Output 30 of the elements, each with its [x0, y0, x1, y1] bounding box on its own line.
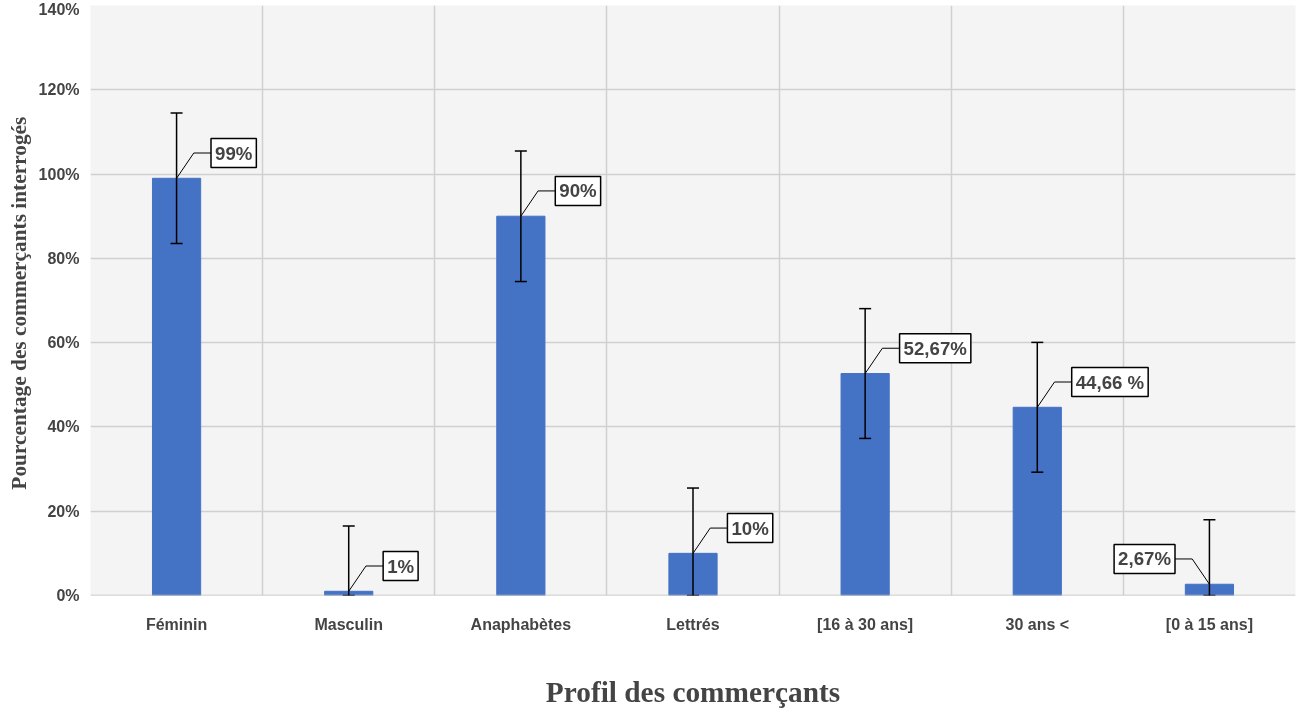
data-label: 90%	[559, 180, 598, 202]
data-label: 10%	[731, 517, 770, 539]
x-tick-label: Masculin	[314, 615, 383, 633]
y-axis-title: Pourcentage des commerçants interrogés	[6, 116, 31, 490]
bar	[151, 177, 202, 596]
data-label: 52,67%	[903, 337, 968, 359]
x-tick-label: Anaphabètes	[470, 615, 572, 633]
y-tick-label: 120%	[38, 81, 80, 99]
bar	[1184, 583, 1235, 596]
y-tick-label: 100%	[38, 165, 80, 183]
y-tick-label: 80%	[47, 249, 80, 267]
bar	[840, 373, 890, 596]
bar	[496, 215, 546, 596]
y-tick-label: 140%	[38, 0, 80, 18]
data-label: 99%	[215, 142, 253, 164]
data-label: 44,66 %	[1075, 371, 1145, 393]
bar	[1012, 406, 1062, 596]
x-axis-title: Profil des commerçants	[545, 675, 841, 708]
bar	[668, 552, 718, 596]
x-tick-label: 30 ans <	[1005, 615, 1070, 633]
y-tick-label: 60%	[47, 334, 80, 352]
x-tick-label: [16 à 30 ans]	[817, 615, 914, 633]
data-label: 1%	[387, 555, 415, 577]
y-tick-label: 40%	[47, 418, 80, 436]
y-tick-label: 20%	[47, 502, 80, 520]
x-tick-label: Féminin	[145, 615, 208, 633]
x-tick-label: [0 à 15 ans]	[1165, 615, 1254, 633]
data-label: 2,67%	[1118, 548, 1172, 570]
x-tick-label: Lettrés	[666, 615, 720, 633]
y-tick-label: 0%	[56, 587, 80, 604]
